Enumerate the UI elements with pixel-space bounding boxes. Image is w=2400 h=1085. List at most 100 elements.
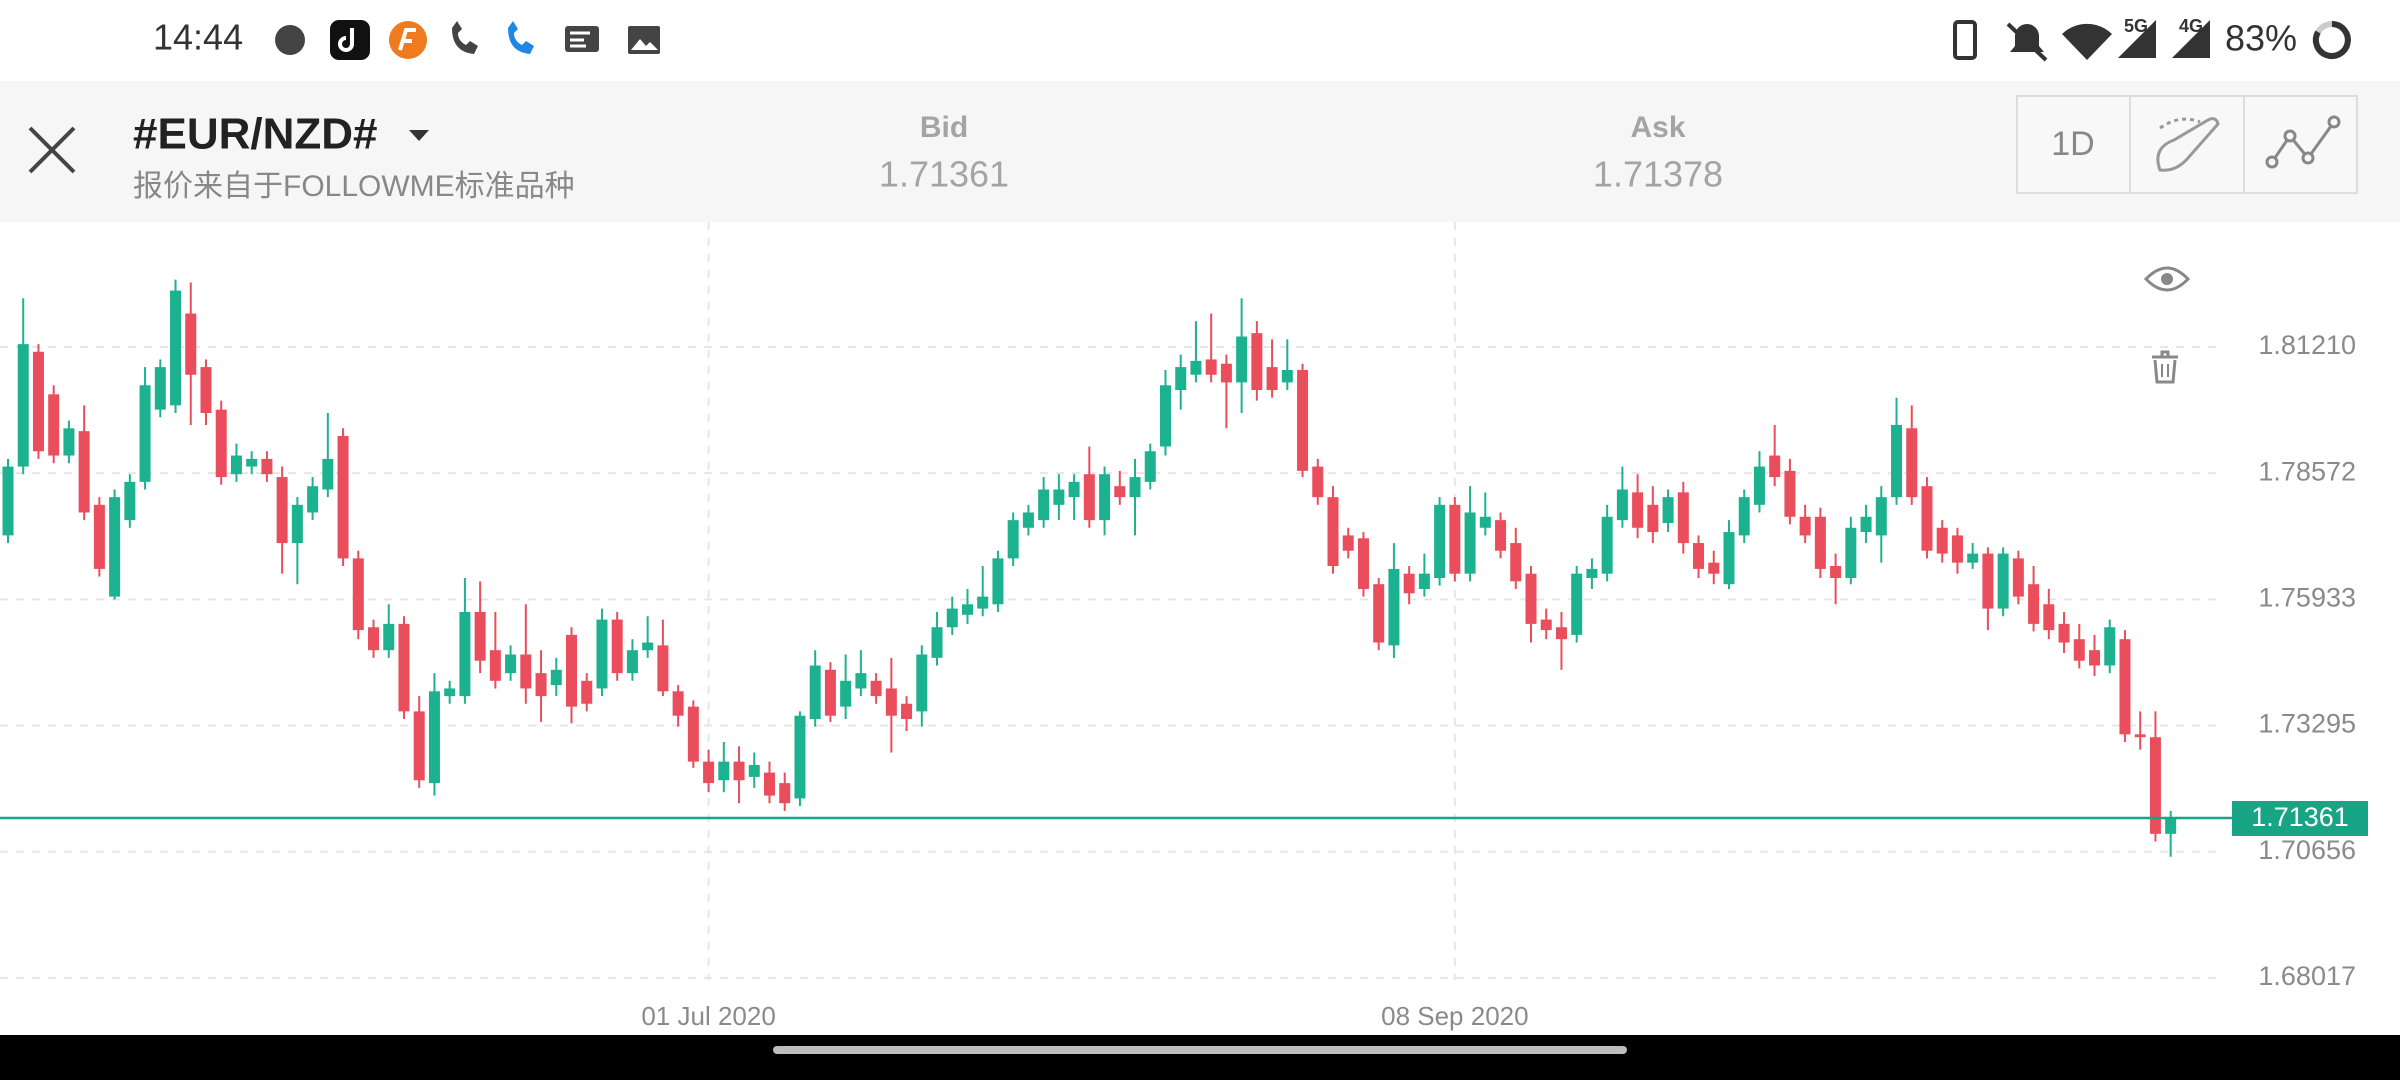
candle-body: [1312, 466, 1324, 498]
price-tag-label: 1.71361: [2251, 802, 2349, 832]
candle-body: [368, 627, 380, 651]
visibility-toggle[interactable]: [2143, 266, 2191, 292]
candle-body: [672, 691, 684, 716]
navigation-bar: [0, 1035, 2400, 1080]
home-indicator[interactable]: [773, 1046, 1627, 1054]
candle-body: [154, 367, 166, 410]
candle-body: [566, 634, 578, 707]
candle-body: [1236, 336, 1248, 383]
candle-body: [1601, 516, 1613, 574]
candle-body: [139, 385, 151, 482]
timeframe-button[interactable]: 1D: [2051, 125, 2094, 163]
candle-body: [1616, 489, 1628, 521]
candle-body: [626, 650, 638, 674]
candle-body: [17, 344, 29, 467]
y-tick-label: 1.68017: [2258, 961, 2356, 991]
candle-body: [992, 558, 1004, 605]
system-icons: [1953, 20, 2351, 62]
candle-body: [1510, 543, 1522, 582]
candle-body: [1723, 532, 1735, 585]
y-tick-label: 1.81210: [2258, 330, 2356, 360]
candle-body: [1373, 584, 1385, 643]
candle-body: [1022, 512, 1034, 528]
candle-body: [1129, 477, 1141, 498]
candle-body: [1357, 538, 1369, 589]
candle-body: [428, 691, 440, 784]
candle-body: [2058, 623, 2070, 643]
candle-body: [2119, 639, 2131, 735]
candle-body: [870, 680, 882, 697]
candle-body: [764, 772, 775, 796]
candle-body: [1555, 627, 1567, 640]
candle-body: [1738, 497, 1750, 536]
candle-body: [291, 504, 303, 544]
candle-body: [824, 669, 836, 716]
candle-body: [535, 673, 547, 697]
network-label: 5G: [2124, 16, 2148, 36]
candle-body: [1007, 520, 1019, 559]
candle-body: [215, 409, 227, 478]
candle-body: [1114, 486, 1126, 498]
candle-body: [748, 764, 760, 777]
candle-body: [1662, 497, 1674, 523]
candle-body: [413, 711, 425, 781]
candle-body: [2104, 627, 2116, 666]
candle-body: [1982, 553, 1994, 609]
candle-body: [383, 623, 395, 651]
quote-source: 报价来自于FOLLOWME标准品种: [133, 170, 575, 203]
candles: [2, 279, 2177, 857]
dropdown-arrow[interactable]: [409, 130, 429, 141]
candle-body: [1891, 424, 1903, 498]
symbol-selector[interactable]: #EUR/NZD#: [133, 110, 429, 159]
candle-body: [1449, 504, 1461, 574]
candle-body: [961, 604, 973, 615]
candle-body: [1205, 359, 1217, 375]
candle-body: [1251, 333, 1263, 391]
notification-icons: [275, 20, 660, 60]
candle-body: [261, 458, 273, 475]
candle-body: [444, 688, 456, 697]
candle-body: [1830, 566, 1842, 578]
candle-body: [642, 642, 654, 651]
candle-body: [124, 481, 136, 521]
candle-body: [733, 761, 745, 781]
candle-body: [550, 669, 562, 686]
network-label: 4G: [2179, 16, 2203, 36]
candle-body: [1159, 385, 1171, 447]
candle-body: [307, 486, 319, 513]
y-tick-label: 1.75933: [2258, 582, 2356, 612]
candle-body: [459, 611, 471, 697]
candle-body: [1327, 497, 1339, 567]
candle-body: [901, 703, 913, 720]
candle-body: [1220, 363, 1232, 383]
chart-overlay: 1.71361: [0, 800, 2368, 836]
delete-button[interactable]: [2152, 350, 2178, 384]
y-tick-label: 1.78572: [2258, 456, 2356, 486]
candle-body: [1053, 489, 1065, 505]
close-button[interactable]: [16, 110, 88, 190]
candle-body: [1297, 369, 1309, 471]
candle-body: [1586, 568, 1598, 578]
candle-body: [1906, 428, 1918, 498]
candle-body: [2028, 584, 2040, 624]
ask-label: Ask: [1630, 111, 1685, 144]
candle-body: [855, 673, 867, 689]
candle-body: [1540, 619, 1552, 631]
candle-body: [1434, 504, 1446, 578]
candle-body: [1845, 527, 1857, 578]
candle-body: [1190, 360, 1202, 375]
candle-body: [687, 706, 699, 762]
candle-body: [2089, 650, 2101, 666]
indicator-button[interactable]: [2265, 115, 2341, 169]
candle-body: [1875, 497, 1887, 536]
candle-body: [657, 645, 669, 692]
candle-body: [63, 428, 75, 456]
candle-body: [1997, 553, 2009, 609]
candle-body: [840, 680, 852, 707]
drawing-tool-button[interactable]: [2156, 117, 2220, 172]
symbol[interactable]: #EUR/NZD#: [133, 110, 378, 159]
candle-body: [1799, 516, 1811, 536]
candle-body: [1860, 516, 1872, 533]
candle-body: [1388, 568, 1400, 646]
candle-body: [2134, 734, 2146, 738]
